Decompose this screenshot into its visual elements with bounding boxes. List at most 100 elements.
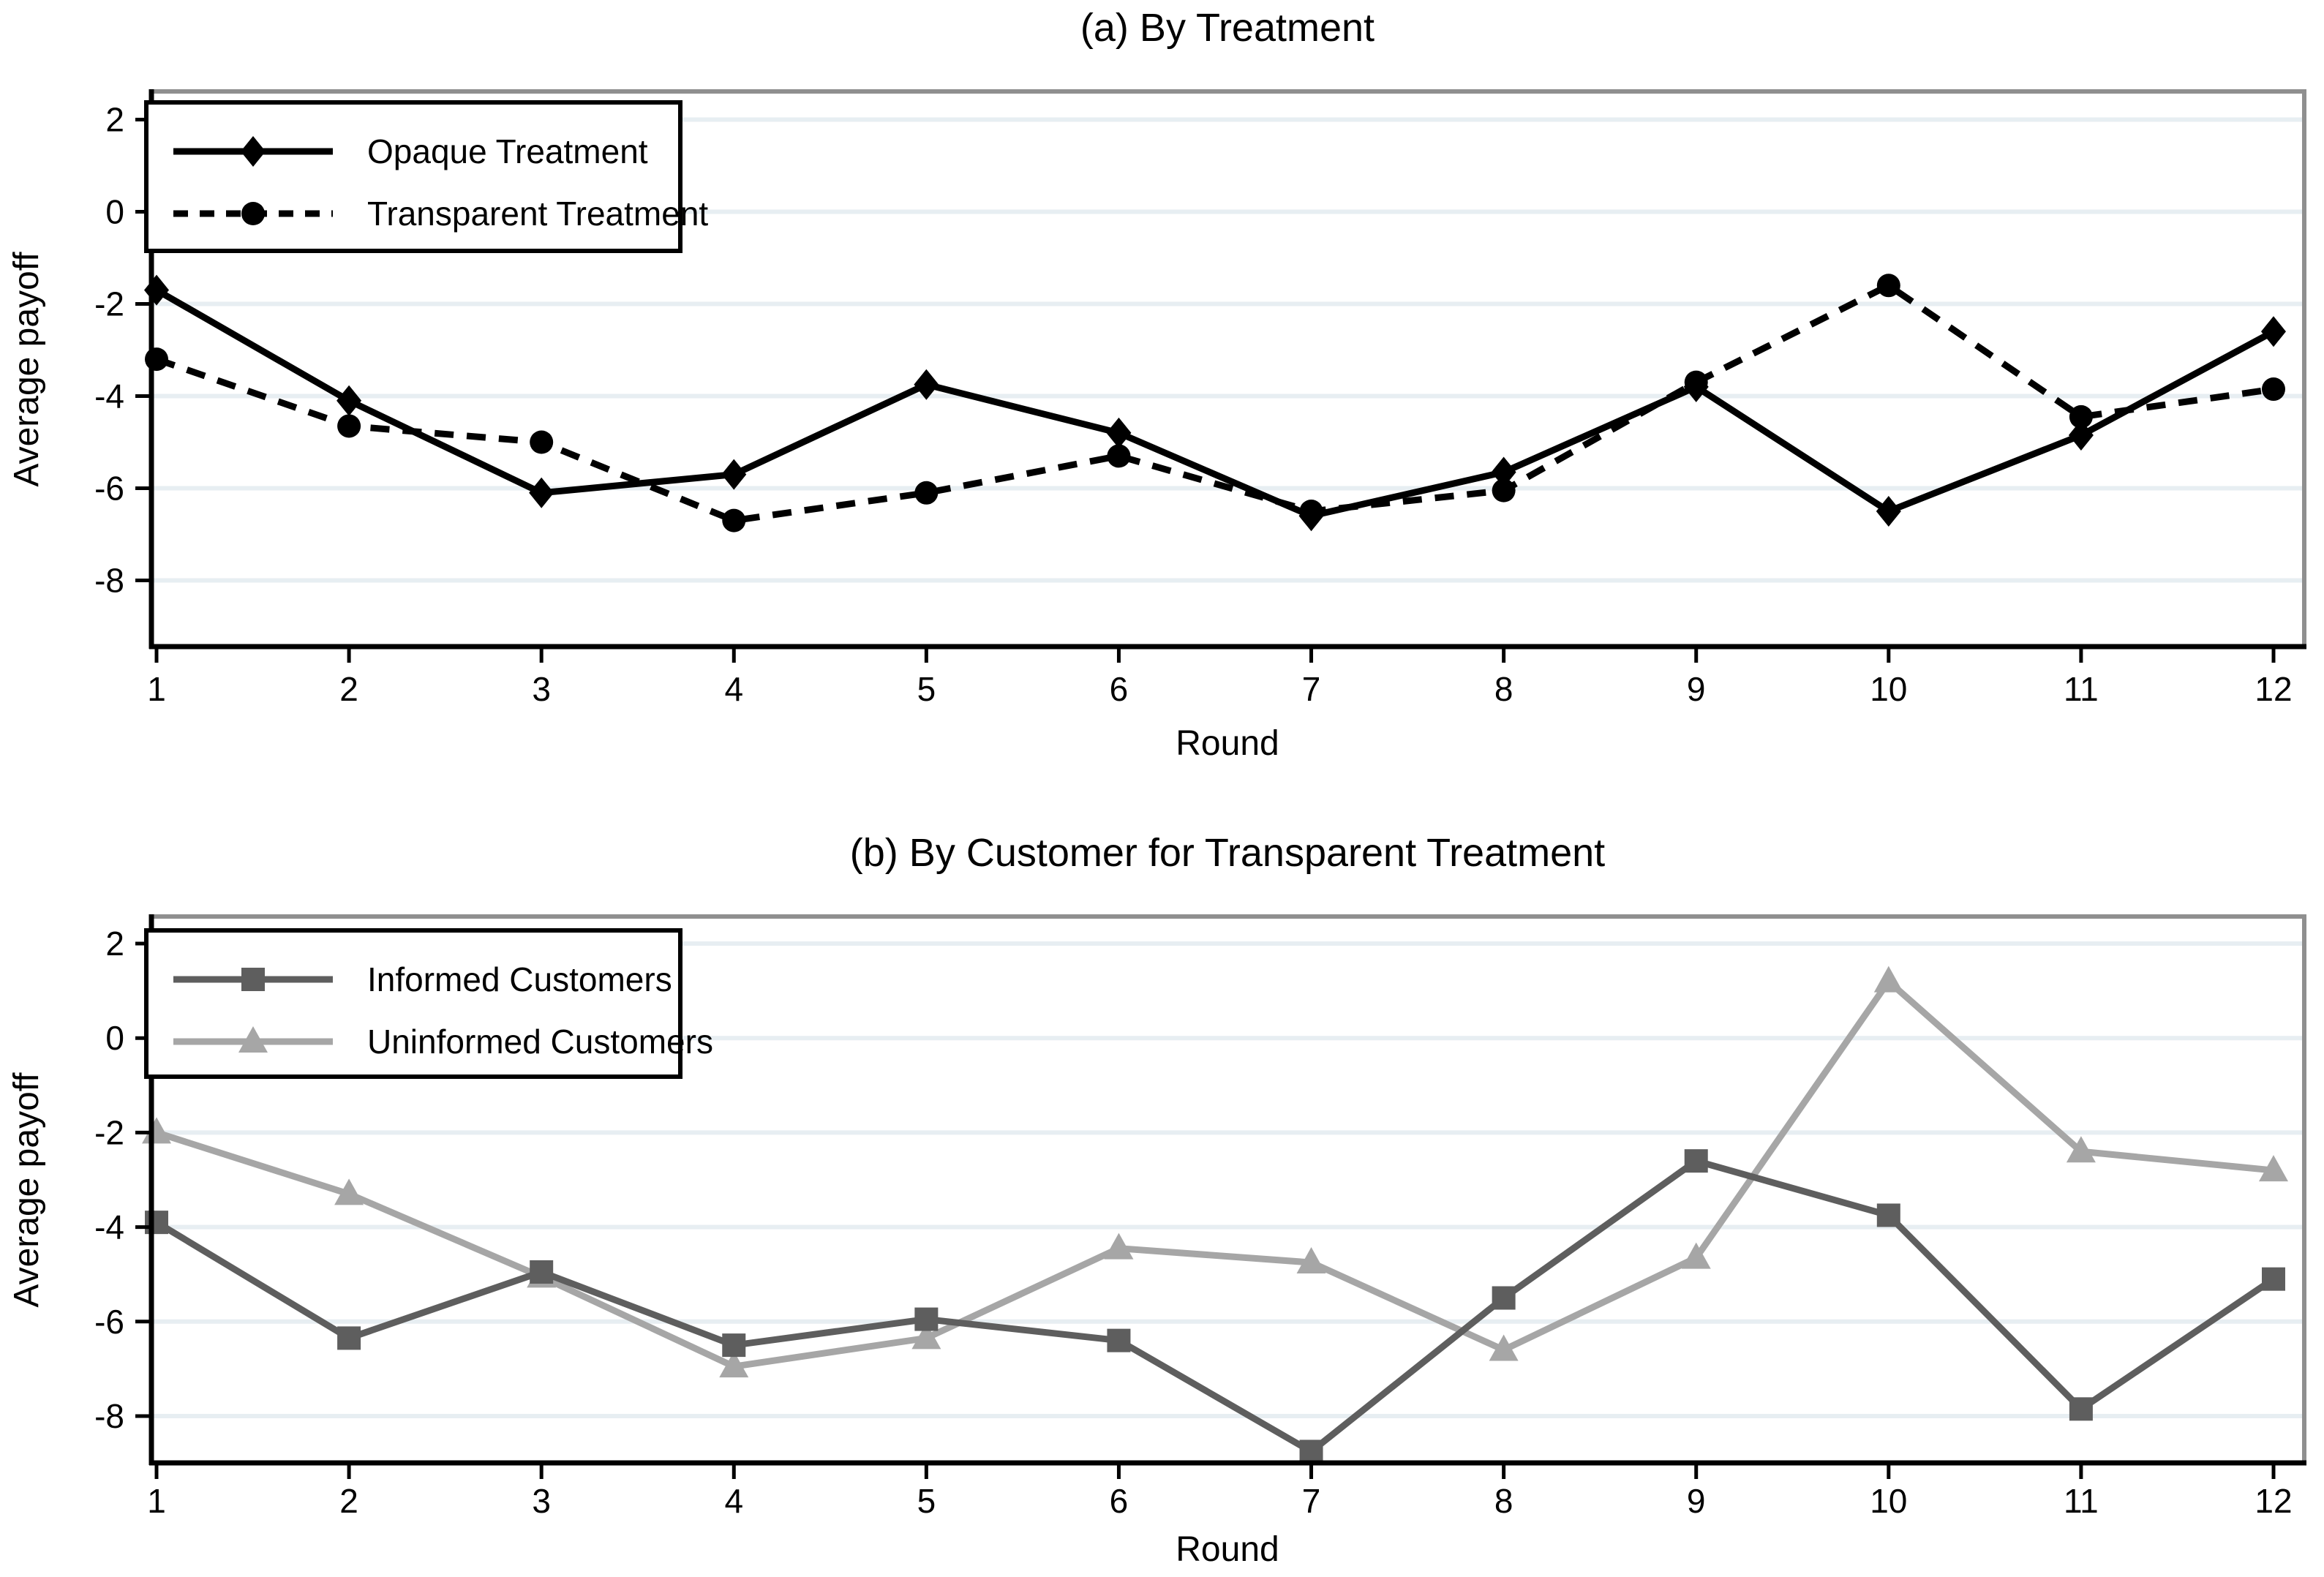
x-tick-label: 6 [1110, 1482, 1129, 1520]
x-tick-label: 4 [724, 1482, 743, 1520]
series-line-transparent-treatment [155, 282, 2274, 524]
x-tick-label: 3 [532, 670, 551, 708]
x-tick-label: 12 [2255, 1482, 2292, 1520]
chart-a-title: (a) By Treatment [1080, 6, 1375, 50]
marker-diamond [529, 477, 554, 508]
legend-sample-marker-diamond [241, 136, 266, 167]
marker-circle [145, 347, 168, 372]
y-tick-label: -2 [94, 1113, 124, 1151]
y-tick-label: -4 [94, 377, 124, 415]
chart-a-legend: Opaque Treatment Transparent Treatment [144, 100, 708, 253]
y-tick-label: -2 [94, 285, 124, 323]
marker-diamond [1491, 456, 1516, 488]
marker-circle [1492, 478, 1516, 503]
chart-b-legend-samples [173, 968, 333, 1053]
marker-diamond [2068, 420, 2094, 451]
x-tick-label: 8 [1494, 670, 1513, 708]
x-tick-label: 8 [1494, 1482, 1513, 1520]
marker-circle [337, 414, 361, 438]
x-tick-label: 4 [724, 670, 743, 708]
series-line-uninformed-customers [155, 976, 2274, 1370]
marker-triangle [719, 1351, 749, 1378]
x-tick-label: 2 [339, 1482, 358, 1520]
series-line-opaque-treatment [154, 287, 2276, 520]
marker-triangle [2258, 1155, 2288, 1182]
chart-b-x-axis-title: Round [1176, 1530, 1279, 1569]
chart-a-legend-label-opaque: Opaque Treatment [367, 132, 648, 170]
chart-a-x-axis-title: Round [1176, 724, 1279, 763]
x-tick-label: 3 [532, 1482, 551, 1520]
chart-b-y-axis-title: Average payoff [7, 1072, 46, 1308]
chart-b-legend-label-uninformed: Uninformed Customers [367, 1023, 713, 1061]
x-tick-label: 5 [917, 1482, 936, 1520]
x-tick-label: 9 [1687, 1482, 1706, 1520]
marker-triangle [1296, 1247, 1326, 1274]
marker-circle [722, 508, 746, 532]
marker-square [1492, 1286, 1516, 1310]
marker-square [2261, 1267, 2285, 1291]
marker-circle [1299, 500, 1323, 523]
marker-diamond [2260, 316, 2286, 347]
legend-sample-marker-square [241, 968, 265, 991]
marker-circle [1684, 370, 1708, 394]
y-tick-label: 2 [105, 925, 124, 963]
y-tick-label: -8 [94, 1397, 124, 1435]
marker-circle [1876, 274, 1900, 298]
series-line-informed-customers [154, 1157, 2276, 1456]
x-tick-label: 12 [2255, 670, 2292, 708]
chart-b-plot-area: 20-2-4-6-81 2 3 4 5 6 7 8 9 10 11 12 [94, 914, 2306, 1520]
marker-diamond [1876, 496, 1901, 527]
y-tick-label: 0 [105, 1019, 124, 1057]
x-tick-label: 2 [339, 670, 358, 708]
marker-square [1876, 1203, 1900, 1227]
marker-square [722, 1333, 746, 1358]
x-tick-label: 9 [1687, 670, 1706, 708]
marker-square [1684, 1149, 1708, 1173]
marker-diamond [144, 274, 169, 306]
chart-a-plot-area: 20-2-4-6-81 2 3 4 5 6 7 8 9 10 11 12 [94, 89, 2306, 708]
marker-square [337, 1326, 361, 1350]
marker-triangle [334, 1178, 364, 1205]
y-tick-label: 2 [105, 101, 124, 139]
marker-circle [2069, 404, 2093, 429]
marker-square [530, 1260, 554, 1284]
chart-b-title: (b) By Customer for Transparent Treatmen… [850, 831, 1605, 875]
chart-b-legend: Informed Customers Uninformed Customers [144, 928, 713, 1079]
marker-triangle [1681, 1242, 1711, 1269]
x-tick-label: 5 [917, 670, 936, 708]
legend-sample-marker-circle [241, 202, 265, 225]
x-tick-label: 11 [2064, 670, 2099, 708]
marker-square [1107, 1328, 1131, 1352]
marker-triangle [911, 1322, 941, 1350]
marker-diamond [914, 369, 939, 400]
marker-square [914, 1307, 939, 1331]
marker-square [145, 1211, 168, 1235]
marker-triangle [1489, 1334, 1519, 1361]
x-tick-label: 11 [2064, 1482, 2099, 1520]
y-tick-label: -8 [94, 562, 124, 600]
x-tick-label: 1 [147, 1482, 166, 1520]
marker-circle [530, 430, 554, 454]
marker-square [2069, 1397, 2093, 1421]
chart-a-legend-label-transparent: Transparent Treatment [367, 195, 708, 233]
chart-a-legend-samples [173, 136, 333, 225]
marker-diamond [336, 385, 362, 416]
marker-circle [1107, 444, 1131, 468]
chart-b-legend-label-informed: Informed Customers [367, 960, 672, 998]
marker-diamond [721, 459, 747, 490]
legend-sample-marker-triangle [238, 1026, 268, 1053]
x-tick-label: 7 [1302, 670, 1321, 708]
chart-a-legend-box [144, 100, 682, 253]
chart-b-legend-box [144, 928, 682, 1079]
x-tick-label: 6 [1110, 670, 1129, 708]
y-tick-label: -6 [94, 470, 124, 508]
marker-square [1299, 1439, 1323, 1464]
x-tick-label: 10 [1870, 670, 1907, 708]
marker-triangle [1104, 1232, 1134, 1260]
y-tick-label: -4 [94, 1208, 124, 1246]
marker-triangle [2066, 1136, 2096, 1163]
x-tick-label: 10 [1870, 1482, 1907, 1520]
y-tick-label: -6 [94, 1303, 124, 1341]
